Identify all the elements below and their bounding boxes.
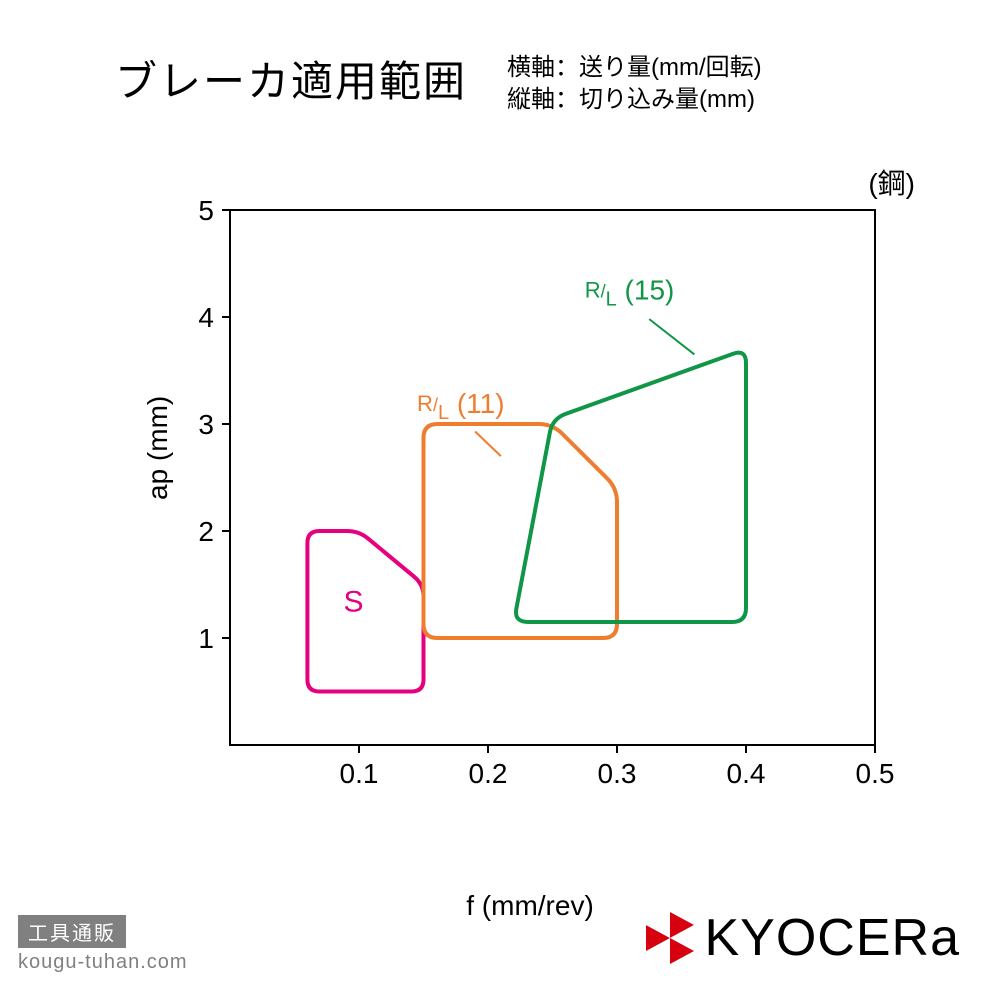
y-legend: 縦軸：切り込み量(mm) <box>507 84 762 116</box>
axis-legend: 横軸：送り量(mm/回転) 縦軸：切り込み量(mm) <box>507 52 762 117</box>
region-label-RL11: R/L (11) <box>417 388 505 424</box>
svg-text:0.5: 0.5 <box>856 758 895 789</box>
svg-text:0.4: 0.4 <box>727 758 766 789</box>
region-label-RL15: R/L (15) <box>585 275 675 311</box>
x-axis-label: f (mm/rev) <box>466 890 594 922</box>
chart-area: ap (mm) 1 2 3 4 5 0.1 0.2 0.3 0.4 0.5 S R/L (11) R/L… <box>145 200 915 840</box>
chart-svg: 1 2 3 4 5 0.1 0.2 0.3 0.4 0.5 S R/L (11) R/L (15) <box>145 200 915 800</box>
leader-RL11 <box>475 431 501 456</box>
shop-badge: 工具通販 <box>18 915 126 948</box>
kyocera-mark-icon <box>636 908 704 968</box>
region-label-S: S <box>344 585 364 618</box>
svg-text:1: 1 <box>198 623 214 654</box>
x-legend: 横軸：送り量(mm/回転) <box>507 52 762 84</box>
region-RL11 <box>424 424 618 638</box>
svg-text:0.1: 0.1 <box>340 758 379 789</box>
shop-url: kougu-tuhan.com <box>18 951 188 974</box>
svg-text:5: 5 <box>198 200 214 226</box>
region-RL15 <box>516 353 746 622</box>
y-axis-label: ap (mm) <box>142 396 174 500</box>
material-label: (鋼) <box>868 162 915 202</box>
svg-text:0.2: 0.2 <box>469 758 508 789</box>
chart-title: ブレーカ適用範囲 <box>115 48 467 109</box>
svg-text:2: 2 <box>198 516 214 547</box>
svg-text:0.3: 0.3 <box>598 758 637 789</box>
svg-text:3: 3 <box>198 409 214 440</box>
brand-logo: KYOCERa <box>636 908 960 968</box>
region-S <box>307 531 423 692</box>
brand-name: KYOCERa <box>704 908 960 968</box>
svg-text:4: 4 <box>198 302 214 333</box>
leader-RL15 <box>649 319 694 354</box>
